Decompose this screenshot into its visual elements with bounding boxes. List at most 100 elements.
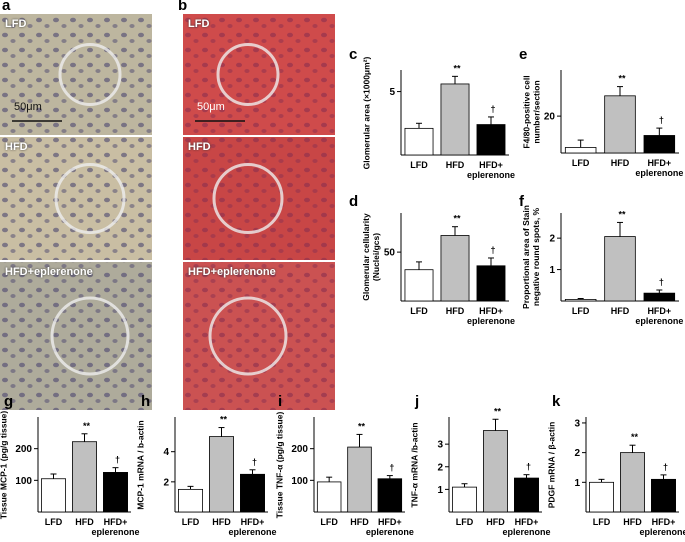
micrograph-texture bbox=[183, 137, 335, 260]
y-tick-label: 1 bbox=[549, 265, 555, 276]
x-tick-label: LFD bbox=[181, 517, 200, 527]
significance-label: ** bbox=[358, 421, 366, 431]
x-tick-label: HFD+ eplerenone bbox=[466, 306, 515, 326]
chart: 20 ** † bbox=[544, 70, 679, 154]
y-tick-label: 2 bbox=[163, 477, 169, 488]
x-tick-label: HFD bbox=[610, 306, 630, 316]
significance-label: † bbox=[252, 457, 257, 467]
micrograph-label: LFD bbox=[188, 18, 210, 30]
glomerulus bbox=[50, 296, 130, 376]
glomerulus bbox=[208, 296, 288, 376]
x-tick-label: LFD bbox=[410, 160, 428, 170]
x-tick-label: HFD bbox=[445, 160, 465, 170]
chart: 2 4 ** † bbox=[163, 415, 268, 513]
y-tick-label: 4 bbox=[163, 447, 169, 458]
bar bbox=[404, 269, 434, 302]
y-axis-label: Glomerular area (×1000μm²) bbox=[361, 56, 371, 169]
panel-letter: i bbox=[278, 393, 283, 410]
bar bbox=[476, 124, 506, 156]
chart-panel: 100 200 ** † i Tissue TNF-α (pg/g tissue) LFD H… bbox=[274, 393, 414, 542]
y-tick-label: 5 bbox=[389, 87, 395, 98]
bar bbox=[440, 83, 470, 156]
panel-letter: j bbox=[415, 393, 420, 410]
glomerulus bbox=[212, 163, 284, 234]
y-tick-label: 200 bbox=[291, 444, 308, 455]
micrograph-texture bbox=[0, 14, 152, 135]
significance-label: ** bbox=[83, 421, 91, 431]
bar bbox=[604, 95, 636, 154]
significance-label: † bbox=[663, 462, 668, 472]
significance-label: ** bbox=[631, 432, 639, 442]
x-tick-label: HFD bbox=[610, 158, 630, 168]
y-axis-label: F4/80-positive cell number/section bbox=[521, 74, 541, 149]
y-tick-label: 200 bbox=[15, 444, 32, 455]
bar bbox=[316, 481, 342, 513]
chart-panel: 1 2 ** † f Proportional area of Stain negativ… bbox=[515, 193, 685, 345]
x-tick-label: HFD+ eplerenone bbox=[466, 160, 515, 180]
x-tick-label: LFD bbox=[44, 517, 63, 527]
significance-label: † bbox=[659, 277, 664, 287]
panel-letter: e bbox=[519, 46, 528, 63]
bar bbox=[178, 488, 203, 513]
bar bbox=[72, 441, 97, 513]
panel-letter: f bbox=[519, 193, 524, 210]
significance-label: ** bbox=[618, 209, 626, 219]
x-tick-label: HFD bbox=[445, 306, 465, 316]
panel-letter: g bbox=[4, 393, 14, 410]
x-tick-label: HFD+ eplerenone bbox=[365, 517, 414, 537]
x-tick-label: HFD+ eplerenone bbox=[635, 158, 684, 178]
y-axis-label: TNF-α mRNA /b-actin bbox=[409, 421, 419, 508]
x-tick-label: LFD bbox=[571, 306, 590, 316]
y-axis-label: MCP-1 mRNA / b-actin bbox=[135, 419, 145, 510]
bar bbox=[620, 452, 645, 513]
chart: 1 2 3 ** † bbox=[574, 417, 679, 513]
significance-label: ** bbox=[618, 74, 626, 84]
y-tick-label: 100 bbox=[15, 476, 32, 487]
bar bbox=[651, 478, 676, 513]
y-tick-label: 2 bbox=[574, 448, 580, 459]
y-axis-label: Tissue MCP-1 (pg/g tissue) bbox=[0, 410, 8, 519]
micrograph-label: HFD bbox=[5, 141, 28, 153]
micrograph-label: LFD bbox=[5, 18, 27, 30]
glomerulus bbox=[54, 163, 126, 234]
y-tick-label: 2 bbox=[549, 234, 555, 245]
y-axis-label: PDGF mRNA / β-actin bbox=[546, 421, 556, 508]
micrograph-label: HFD+eplerenone bbox=[188, 266, 276, 278]
chart: 100 200 ** † bbox=[15, 417, 131, 513]
chart: 100 200 ** † bbox=[291, 417, 405, 513]
scale-bar-label: 50μm bbox=[197, 101, 225, 113]
y-tick-label: 2 bbox=[437, 462, 443, 473]
chart-panel: 1 2 3 ** † k PDGF mRNA / β-actin LFD HFD HFD+ epl… bbox=[546, 393, 685, 542]
micrograph-column bbox=[0, 14, 152, 410]
scale-bar-label: 50μm bbox=[14, 101, 42, 113]
significance-label: † bbox=[115, 455, 120, 465]
panel-letter: h bbox=[141, 393, 151, 410]
bar bbox=[440, 235, 470, 302]
y-tick-label: 1 bbox=[437, 485, 443, 496]
micrograph-label: HFD+eplerenone bbox=[5, 266, 93, 278]
bar bbox=[589, 481, 614, 513]
bar bbox=[514, 477, 539, 513]
panel-letter: k bbox=[552, 393, 561, 410]
x-tick-label: HFD bbox=[486, 517, 505, 527]
panel-letter: d bbox=[349, 193, 359, 210]
y-tick-label: 1 bbox=[574, 478, 580, 489]
x-tick-label: LFD bbox=[592, 517, 611, 527]
bar bbox=[41, 478, 66, 513]
x-tick-label: HFD+ eplerenone bbox=[91, 517, 140, 537]
significance-label: † bbox=[659, 115, 664, 125]
y-tick-label: 3 bbox=[437, 440, 443, 451]
bar bbox=[564, 147, 597, 154]
bar bbox=[347, 446, 372, 513]
micrograph-texture bbox=[0, 137, 152, 260]
y-axis-label: Glomerular cellularity (Nuclei/gcs) bbox=[361, 213, 381, 301]
chart-panel: 5 ** † c Glomerular area (×1000μm²) LFD HFD HFD… bbox=[345, 46, 515, 188]
bar bbox=[452, 486, 477, 513]
panel-letter: b bbox=[178, 0, 188, 14]
y-axis-label: Tissue TNF-α (pg/g tissue) bbox=[274, 411, 284, 518]
significance-label: ** bbox=[453, 63, 461, 73]
chart-panel: 50 ** † d Glomerular cellularity (Nuclei/gcs… bbox=[345, 193, 515, 345]
y-tick-label: 100 bbox=[291, 476, 308, 487]
chart: 50 ** † bbox=[384, 213, 509, 302]
